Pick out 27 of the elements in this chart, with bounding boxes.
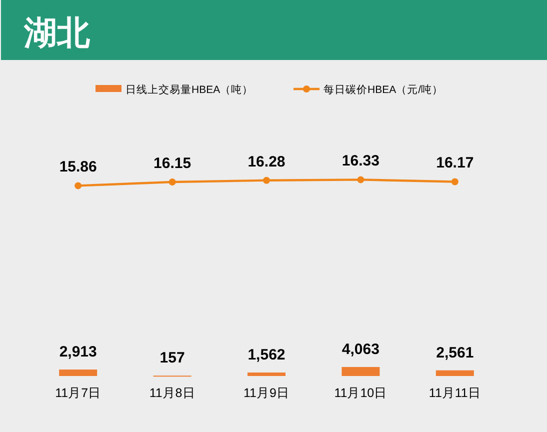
point [168,178,176,186]
legend-label: 日线上交易量HBEA（吨） [126,83,254,96]
point [74,182,82,190]
data-label: 16.28 [248,153,286,170]
point [263,176,270,184]
data-label: 1,562 [248,346,286,364]
data-label: 2,913 [59,344,97,361]
x-tick-label: 11月11日 [428,386,481,400]
x-tick-label: 11月7日 [55,386,102,400]
bar [59,370,98,376]
data-label: 2,561 [436,344,474,362]
x-tick-label: 11月8日 [149,386,196,400]
data-label: 16.33 [342,152,380,170]
legend-label: 每日碳价HBEA（元/吨） [324,83,444,96]
x-tick-label: 11月9日 [244,386,290,400]
bar [436,370,474,376]
data-label: 15.86 [59,158,97,176]
x-tick-label: 11月10日 [334,386,388,400]
chart-title: 湖北 [23,14,91,51]
bar [248,372,286,376]
point [451,178,458,186]
bar [342,367,380,376]
point [357,176,364,184]
data-label: 4,063 [342,341,380,358]
data-label: 16.15 [154,155,192,172]
data-label: 157 [160,350,185,367]
data-label: 16.17 [436,154,474,172]
